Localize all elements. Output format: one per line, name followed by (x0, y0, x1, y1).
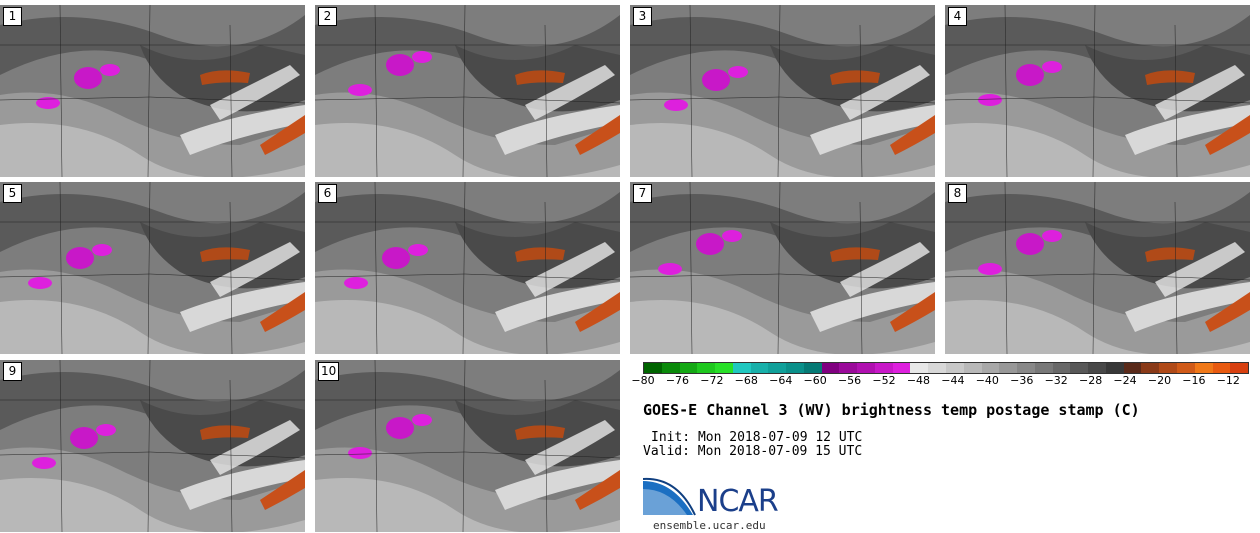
colorbar-swatch (1034, 363, 1053, 373)
colorbar-swatch (768, 363, 787, 373)
colorbar-tick-label: −60 (803, 374, 827, 387)
colorbar-tick-label: −24 (1113, 374, 1137, 387)
satellite-map (0, 5, 305, 177)
satellite-map (945, 5, 1250, 177)
colorbar-tick-label: −40 (975, 374, 999, 387)
colorbar-swatch (857, 363, 875, 373)
colorbar-swatch (1070, 363, 1089, 373)
satellite-map (0, 182, 305, 354)
map-panel-2: 2 (315, 5, 620, 177)
colorbar-tick-label: −80 (631, 374, 655, 387)
map-panel-4: 4 (945, 5, 1250, 177)
colorbar-swatch (963, 363, 982, 373)
map-panel-3: 3 (630, 5, 935, 177)
colorbar-swatch (750, 363, 769, 373)
colorbar-tick-label: −52 (872, 374, 896, 387)
colorbar-tick-label: −76 (665, 374, 690, 387)
colorbar-swatch (999, 363, 1018, 373)
colorbar-ticks: −80 −76 −72 −68 −64 −60 −56 −52 −48 −44 −40 −36 −32−… (631, 374, 1249, 394)
colorbar-swatch (1141, 363, 1160, 373)
map-panel-5: 5 (0, 182, 305, 354)
colorbar-tick-label: −20 (1147, 374, 1172, 387)
satellite-map (630, 182, 935, 354)
init-time: Init: Mon 2018-07-09 12 UTC (651, 430, 863, 445)
satellite-map (315, 182, 620, 354)
panel-number: 9 (3, 362, 22, 381)
panel-number: 1 (3, 7, 22, 26)
figure-title: GOES-E Channel 3 (WV) brightness temp po… (643, 401, 1140, 419)
satellite-map (0, 360, 305, 532)
colorbar-tick-label: −32 (1044, 374, 1068, 387)
colorbar-swatch (732, 363, 751, 373)
colorbar-swatch (1105, 363, 1124, 373)
colorbar-tick-label: −64 (769, 374, 793, 387)
colorbar-swatch (874, 363, 893, 373)
satellite-map (630, 5, 935, 177)
colorbar-tick-label: −48 (906, 374, 931, 387)
colorbar-swatch (892, 363, 911, 373)
colorbar-tick-label: −56 (837, 374, 862, 387)
map-panel-10: 10 (315, 360, 620, 532)
colorbar-swatch (697, 363, 716, 373)
panel-number: 2 (318, 7, 337, 26)
colorbar-swatch (981, 363, 1000, 373)
colorbar-tick-label: −28 (1079, 374, 1103, 387)
panel-number: 8 (948, 184, 967, 203)
colorbar-swatch (1194, 363, 1213, 373)
colorbar-swatch (803, 363, 822, 373)
colorbar-swatch (839, 363, 858, 373)
map-panel-6: 6 (315, 182, 620, 354)
colorbar-swatch (1159, 363, 1177, 373)
colorbar-swatch (1212, 363, 1231, 373)
colorbar-swatch (1052, 363, 1071, 373)
colorbar-swatch (928, 363, 947, 373)
colorbar-swatch (786, 363, 804, 373)
colorbar-swatch (910, 363, 929, 373)
colorbar-tick-label: −16 (1182, 374, 1206, 387)
colorbar-tick-label: −68 (734, 374, 758, 387)
panel-number: 6 (318, 184, 337, 203)
panel-number: 7 (633, 184, 652, 203)
colorbar-swatch (946, 363, 964, 373)
colorbar-tick-label: −12 (1216, 374, 1240, 387)
colorbar-swatch (821, 363, 840, 373)
map-panel-8: 8 (945, 182, 1250, 354)
colorbar-swatch (661, 363, 680, 373)
colorbar-swatch (1176, 363, 1195, 373)
colorbar-swatch (1088, 363, 1106, 373)
satellite-map (945, 182, 1250, 354)
map-panel-9: 9 (0, 360, 305, 532)
satellite-map (315, 5, 620, 177)
logo-url: ensemble.ucar.edu (653, 519, 766, 532)
satellite-map (315, 360, 620, 532)
map-panel-1: 1 (0, 5, 305, 177)
map-panel-7: 7 (630, 182, 935, 354)
colorbar-swatch (679, 363, 698, 373)
ncar-logo-text: NCAR (697, 484, 779, 519)
panel-number: 5 (3, 184, 22, 203)
colorbar-swatch (1123, 363, 1142, 373)
valid-time: Valid: Mon 2018-07-09 15 UTC (643, 444, 863, 459)
colorbar-tick-label: −44 (941, 374, 965, 387)
colorbar-swatch (715, 363, 733, 373)
ncar-logo-icon (643, 477, 696, 516)
colorbar (643, 362, 1249, 374)
colorbar-swatch (644, 363, 662, 373)
panel-number: 10 (318, 362, 340, 381)
panel-number: 3 (633, 7, 652, 26)
panel-number: 4 (948, 7, 967, 26)
colorbar-tick-label: −72 (700, 374, 724, 387)
colorbar-swatch (1017, 363, 1035, 373)
colorbar-swatch (1230, 363, 1249, 373)
colorbar-tick-label: −36 (1010, 374, 1034, 387)
